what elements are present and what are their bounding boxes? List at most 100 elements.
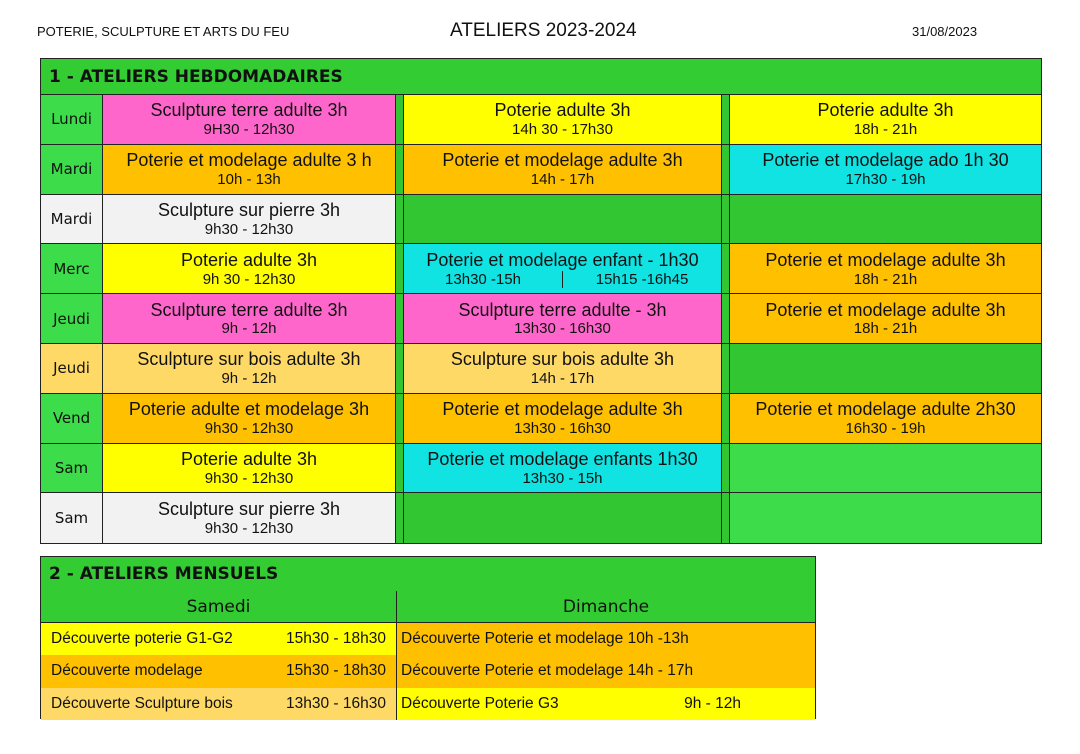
monthly-workshop-label: Découverte poterie G1-G2 — [51, 630, 233, 648]
monthly-workshop-cell: Découverte Sculpture bois 13h30 - 16h30 — [41, 687, 397, 720]
column-separator — [395, 443, 404, 493]
monthly-rows: Découverte poterie G1-G2 15h30 - 18h30 Déc… — [41, 623, 815, 720]
column-separator — [721, 144, 730, 194]
workshop-cell: Poterie et modelage adulte 3h 18h - 21h — [730, 294, 1041, 343]
document-date: 31/08/2023 — [912, 24, 978, 39]
weekly-rows: Lundi Sculpture terre adulte 3h 9H30 - 12h… — [41, 95, 1041, 544]
monthly-section-title: 2 - ATELIERS MENSUELS — [41, 557, 815, 591]
workshop-cell: Poterie et modelage enfants 1h30 13h30 - … — [404, 443, 721, 493]
workshop-time: 18h - 21h — [853, 121, 918, 139]
monthly-workshops-table: 2 - ATELIERS MENSUELS Samedi Dimanche Dé… — [40, 556, 816, 720]
empty-cell — [730, 493, 1041, 544]
page-title: ATELIERS 2023-2024 — [450, 20, 637, 41]
monthly-workshop-cell: Découverte Poterie et modelage 14h - 17h — [397, 655, 815, 688]
weekly-row: Jeudi Sculpture terre adulte 3h 9h - 12h Sc… — [41, 294, 1041, 344]
empty-cell — [730, 343, 1041, 393]
workshop-title: Poterie adulte et modelage 3h — [128, 399, 370, 420]
monthly-workshop-label: Découverte Poterie G3 — [401, 694, 559, 712]
day-label: Mardi — [41, 144, 103, 194]
workshop-title: Sculpture terre adulte 3h — [150, 299, 348, 320]
workshop-cell: Sculpture terre adulte 3h 9H30 - 12h30 — [103, 95, 395, 144]
workshop-title: Poterie et modelage ado 1h 30 — [762, 150, 1009, 171]
workshop-time: 13h30 -15h — [404, 270, 563, 288]
column-separator — [395, 493, 404, 544]
monthly-column-headers: Samedi Dimanche — [41, 591, 815, 623]
monthly-row: Découverte poterie G1-G2 15h30 - 18h30 Déc… — [41, 623, 815, 656]
workshop-title: Sculpture terre adulte - 3h — [458, 299, 667, 320]
monthly-workshop-time: 9h - 12h — [684, 694, 741, 712]
monthly-workshop-label: Découverte Poterie et modelage 10h -13h — [401, 630, 689, 648]
column-separator — [395, 194, 404, 244]
day-label: Sam — [41, 493, 103, 544]
monthly-workshop-label: Découverte modelage — [51, 662, 203, 680]
day-label: Vend — [41, 393, 103, 443]
column-header-samedi: Samedi — [41, 591, 397, 622]
workshop-cell: Poterie adulte 3h 9h 30 - 12h30 — [103, 244, 395, 294]
monthly-row: Découverte modelage 15h30 - 18h30 Découver… — [41, 655, 815, 688]
weekly-row: Merc Poterie adulte 3h 9h 30 - 12h30 Poteri… — [41, 244, 1041, 295]
workshop-title: Poterie adulte 3h — [180, 449, 318, 469]
column-separator — [721, 393, 730, 443]
workshop-cell: Sculpture terre adulte 3h 9h - 12h — [103, 294, 395, 343]
workshop-time: 14h - 17h — [530, 170, 595, 188]
empty-cell — [730, 443, 1041, 493]
workshop-title: Sculpture sur pierre 3h — [157, 200, 341, 221]
monthly-workshop-time: 15h30 - 18h30 — [286, 662, 386, 680]
weekly-workshops-table: 1 - ATELIERS HEBDOMADAIRES Lundi Sculptur… — [40, 58, 1042, 544]
weekly-row: Sam Sculpture sur pierre 3h 9h30 - 12h30 — [41, 493, 1041, 544]
weekly-row: Mardi Poterie et modelage adulte 3 h 10h -… — [41, 144, 1041, 195]
monthly-workshop-label: Découverte Poterie et modelage 14h - 17h — [401, 662, 694, 680]
column-separator — [721, 95, 730, 144]
weekly-row: Sam Poterie adulte 3h 9h30 - 12h30 Poterie … — [41, 443, 1041, 494]
workshop-cell: Poterie et modelage enfant - 1h30 13h30 -… — [404, 244, 721, 294]
workshop-cell: Sculpture sur pierre 3h 9h30 - 12h30 — [103, 194, 395, 244]
column-separator — [721, 343, 730, 393]
workshop-cell: Poterie et modelage adulte 3h 14h - 17h — [404, 144, 721, 194]
empty-cell — [730, 194, 1041, 244]
column-separator — [395, 294, 404, 343]
workshop-title: Sculpture sur bois adulte 3h — [137, 349, 361, 370]
workshop-cell: Poterie et modelage adulte 3 h 10h - 13h — [103, 144, 395, 194]
day-label: Sam — [41, 443, 103, 493]
workshop-cell: Poterie et modelage adulte 2h30 16h30 - 1… — [730, 393, 1041, 443]
monthly-workshop-cell: Découverte Poterie et modelage 10h -13h — [397, 623, 815, 656]
day-label: Jeudi — [41, 343, 103, 393]
column-separator — [395, 393, 404, 443]
workshop-time: 10h - 13h — [217, 170, 281, 188]
weekly-row: Vend Poterie adulte et modelage 3h 9h30 - … — [41, 393, 1041, 444]
workshop-cell: Sculpture sur pierre 3h 9h30 - 12h30 — [103, 493, 395, 544]
column-separator — [721, 244, 730, 294]
workshop-title: Poterie et modelage enfant - 1h30 — [426, 249, 699, 270]
workshop-cell: Poterie et modelage adulte 3h 13h30 - 16h… — [404, 393, 721, 443]
weekly-row: Lundi Sculpture terre adulte 3h 9H30 - 12h… — [41, 95, 1041, 145]
workshop-time: 16h30 - 19h — [845, 419, 926, 437]
monthly-workshop-cell: Découverte Poterie G3 9h - 12h — [397, 687, 815, 720]
workshop-time: 9h30 - 12h30 — [204, 519, 294, 537]
workshop-title: Sculpture sur bois adulte 3h — [450, 349, 675, 370]
workshop-time: 9H30 - 12h30 — [203, 121, 295, 139]
workshop-time: 13h30 - 15h — [522, 469, 603, 487]
day-label: Lundi — [41, 95, 103, 144]
weekly-section-title: 1 - ATELIERS HEBDOMADAIRES — [41, 59, 1041, 95]
workshop-title: Poterie et modelage adulte 3h — [442, 150, 683, 171]
workshop-title: Poterie et modelage adulte 3 h — [126, 150, 372, 171]
column-separator — [395, 343, 404, 393]
workshop-cell: Poterie adulte et modelage 3h 9h30 - 12h3… — [103, 393, 395, 443]
column-separator — [395, 95, 404, 144]
column-separator — [395, 144, 404, 194]
column-separator — [721, 194, 730, 244]
organization-name: POTERIE, SCULPTURE ET ARTS DU FEU — [37, 24, 290, 39]
column-separator — [721, 493, 730, 544]
workshop-cell: Poterie et modelage ado 1h 30 17h30 - 19h — [730, 144, 1041, 194]
monthly-workshop-time: 15h30 - 18h30 — [286, 630, 386, 648]
monthly-workshop-time: 13h30 - 16h30 — [286, 694, 386, 712]
monthly-workshop-cell: Découverte poterie G1-G2 15h30 - 18h30 — [41, 623, 397, 656]
workshop-title: Poterie adulte 3h — [817, 100, 954, 121]
monthly-workshop-cell: Découverte modelage 15h30 - 18h30 — [41, 655, 397, 688]
workshop-time: 9h30 - 12h30 — [204, 469, 294, 487]
workshop-cell: Sculpture sur bois adulte 3h 9h - 12h — [103, 343, 395, 393]
workshop-time: 13h30 - 16h30 — [514, 320, 611, 338]
workshop-title: Sculpture terre adulte 3h — [150, 100, 348, 121]
empty-cell — [404, 194, 721, 244]
workshop-time: 18h - 21h — [853, 270, 918, 288]
